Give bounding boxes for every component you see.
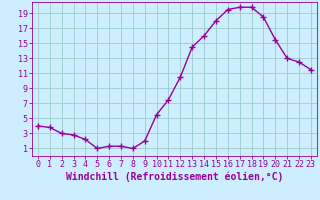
X-axis label: Windchill (Refroidissement éolien,°C): Windchill (Refroidissement éolien,°C) bbox=[66, 172, 283, 182]
